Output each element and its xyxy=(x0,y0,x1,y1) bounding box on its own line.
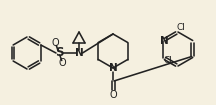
Text: O: O xyxy=(109,89,117,100)
Text: Cl: Cl xyxy=(176,22,186,32)
Text: N: N xyxy=(160,35,169,45)
Text: N: N xyxy=(109,63,117,73)
Text: Cl: Cl xyxy=(164,56,173,65)
Text: S: S xyxy=(55,47,63,60)
Text: O: O xyxy=(51,38,59,48)
Text: O: O xyxy=(59,58,67,68)
Text: N: N xyxy=(75,48,83,58)
